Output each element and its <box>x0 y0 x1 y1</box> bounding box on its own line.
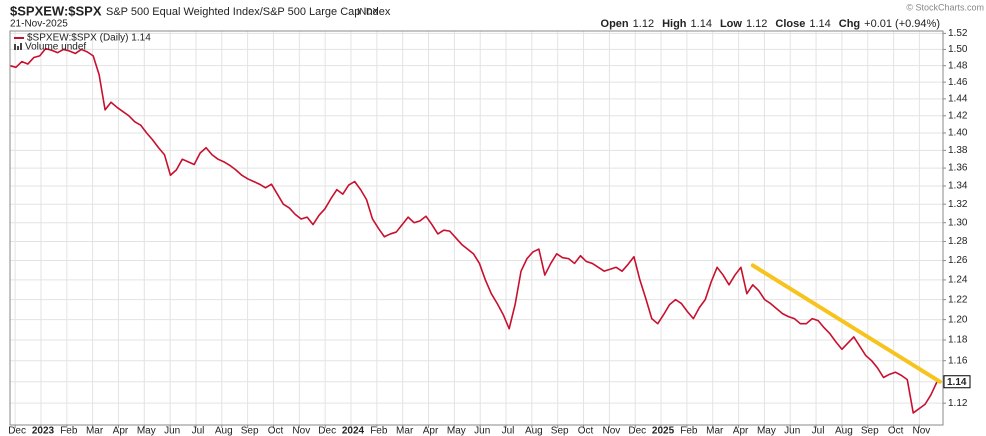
x-tick-label: Apr <box>113 426 129 436</box>
x-tick-label: Sep <box>241 426 259 436</box>
x-tick-label: Oct <box>888 426 904 436</box>
y-tick-label: 1.26 <box>948 255 968 266</box>
x-tick-label: Dec <box>318 426 336 436</box>
x-tick-label: Feb <box>680 426 698 436</box>
quote-value: 1.12 <box>746 18 767 30</box>
x-tick-label: Apr <box>733 426 749 436</box>
price-line <box>9 47 938 414</box>
y-tick-label: 1.48 <box>948 60 968 71</box>
quote-value: 1.14 <box>809 18 830 30</box>
quote-value: +0.01 (+0.94%) <box>864 18 940 30</box>
x-tick-label: Sep <box>861 426 879 436</box>
volume-icon <box>17 46 19 50</box>
y-tick-label: 1.22 <box>948 294 968 305</box>
y-tick-label: 1.20 <box>948 314 968 325</box>
x-tick-label: Jul <box>502 426 515 436</box>
quote-label: Chg <box>839 18 860 30</box>
x-tick-label: Jul <box>192 426 205 436</box>
x-tick-label: Oct <box>578 426 594 436</box>
y-tick-label: 1.32 <box>948 199 968 210</box>
x-tick-label: Oct <box>268 426 284 436</box>
volume-icon <box>14 44 16 50</box>
plot-frame <box>9 30 944 426</box>
x-tick-label: Jun <box>474 426 490 436</box>
y-tick-label: 1.46 <box>948 77 968 88</box>
x-tick-label: Nov <box>603 426 621 436</box>
y-tick-label: 1.16 <box>948 355 968 366</box>
legend-label: $SPXEW:$SPX (Daily) 1.14 <box>27 33 151 44</box>
x-tick-label: Dec <box>8 426 26 436</box>
x-tick-label: Feb <box>370 426 388 436</box>
x-tick-label: Sep <box>551 426 569 436</box>
exchange: INDX <box>357 6 379 16</box>
x-tick-label: Aug <box>215 426 233 436</box>
date: 21-Nov-2025 <box>10 19 68 30</box>
grid <box>10 31 943 425</box>
marks <box>9 47 942 414</box>
trend-line <box>750 263 942 384</box>
last-value-box <box>943 375 971 389</box>
x-tick-label: Mar <box>86 426 104 436</box>
quote-label: High <box>662 18 687 30</box>
last-value-label: 1.14 <box>947 377 967 388</box>
x-tick-label: 2025 <box>652 426 675 436</box>
y-tick-label: 1.30 <box>948 217 968 228</box>
chart-subtitle: S&P 500 Equal Weighted Index/S&P 500 Lar… <box>106 6 391 18</box>
y-tick-label: 1.24 <box>948 275 968 286</box>
volume-icon <box>20 43 22 50</box>
x-tick-label: Jun <box>164 426 180 436</box>
x-tick-label: Aug <box>835 426 853 436</box>
y-tick-label: 1.36 <box>948 163 968 174</box>
y-tick-label: 1.50 <box>948 44 968 55</box>
y-tick-label: 1.40 <box>948 128 968 139</box>
credit: © StockCharts.com <box>906 2 984 12</box>
y-tick-label: 1.18 <box>948 335 968 346</box>
y-tick-label: 1.44 <box>948 93 968 104</box>
x-tick-label: 2023 <box>32 426 55 436</box>
y-tick-label: 1.42 <box>948 110 968 121</box>
y-tick-label: 1.34 <box>948 181 968 192</box>
x-tick-label: May <box>447 426 466 436</box>
x-tick-label: Jun <box>784 426 800 436</box>
y-tick-label: 1.12 <box>948 398 968 409</box>
x-tick-label: 2024 <box>342 426 365 436</box>
x-tick-label: Mar <box>396 426 414 436</box>
y-tick-label: 1.52 <box>948 28 968 39</box>
x-tick-label: May <box>757 426 776 436</box>
quote-label: Open <box>601 18 629 30</box>
x-tick-label: Aug <box>525 426 543 436</box>
chart-title: $SPXEW:$SPX <box>10 3 102 18</box>
quote-value: 1.14 <box>691 18 712 30</box>
x-tick-label: Feb <box>60 426 78 436</box>
y-tick-label: 1.28 <box>948 236 968 247</box>
x-tick-label: Dec <box>628 426 646 436</box>
quote-value: 1.12 <box>633 18 654 30</box>
quote-label: Close <box>775 18 805 30</box>
x-tick-label: Mar <box>706 426 724 436</box>
volume-label: Volume undef <box>25 42 86 53</box>
y-tick-label: 1.38 <box>948 145 968 156</box>
x-tick-label: Nov <box>292 426 310 436</box>
x-tick-label: May <box>137 426 156 436</box>
quote-label: Low <box>720 18 742 30</box>
quote: Open 1.12 High 1.14 Low 1.12 Close 1.14 Chg +0.01… <box>601 18 940 30</box>
x-tick-label: Apr <box>423 426 439 436</box>
x-tick-label: Nov <box>913 426 931 436</box>
x-tick-label: Jul <box>812 426 825 436</box>
